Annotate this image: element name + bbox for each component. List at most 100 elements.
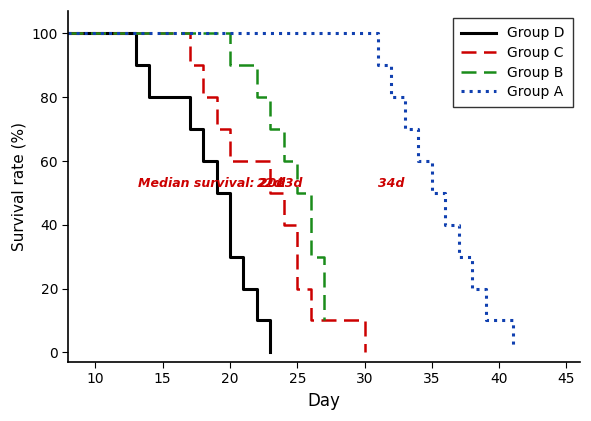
Group D — [65, 31, 72, 36]
Group A — [469, 286, 476, 291]
Group D — [119, 31, 126, 36]
Group C — [280, 190, 287, 195]
Group D — [240, 286, 247, 291]
Group D — [145, 95, 152, 100]
Group A — [375, 31, 382, 36]
Group A — [415, 127, 422, 132]
Group C — [213, 95, 220, 100]
Group C — [226, 158, 233, 163]
Group D — [226, 190, 233, 195]
Group C — [226, 127, 233, 132]
X-axis label: Day: Day — [308, 392, 340, 410]
Group A — [482, 286, 489, 291]
Group C — [294, 286, 301, 291]
Group C — [321, 318, 328, 323]
Group B — [254, 63, 261, 68]
Group C — [321, 318, 328, 323]
Group B — [226, 63, 233, 68]
Group A — [415, 158, 422, 163]
Group A — [388, 63, 395, 68]
Group D — [226, 254, 233, 259]
Group D — [213, 158, 220, 163]
Y-axis label: Survival rate (%): Survival rate (%) — [11, 122, 26, 251]
Group C — [254, 158, 261, 163]
Group A — [509, 346, 516, 352]
Group A — [496, 318, 503, 323]
Group D — [200, 127, 207, 132]
Group C — [213, 127, 220, 132]
Line: Group C: Group C — [69, 33, 365, 352]
Text: 34d: 34d — [378, 176, 404, 189]
Group C — [145, 31, 152, 36]
Group A — [401, 127, 408, 132]
Group A — [482, 318, 489, 323]
Group B — [280, 158, 287, 163]
Group C — [280, 222, 287, 227]
Group B — [267, 95, 274, 100]
Group D — [200, 158, 207, 163]
Group C — [307, 286, 314, 291]
Group D — [240, 254, 247, 259]
Group C — [65, 31, 72, 36]
Group A — [388, 95, 395, 100]
Group C — [159, 31, 166, 36]
Group C — [348, 318, 355, 323]
Group A — [455, 254, 462, 259]
Group C — [348, 318, 355, 323]
Group C — [200, 95, 207, 100]
Group C — [334, 318, 341, 323]
Group B — [294, 190, 301, 195]
Group A — [361, 31, 368, 36]
Group D — [213, 190, 220, 195]
Group B — [240, 63, 247, 68]
Group D — [145, 63, 152, 68]
Group A — [441, 222, 449, 227]
Group C — [186, 63, 193, 68]
Group D — [132, 63, 139, 68]
Group D — [119, 31, 126, 36]
Legend: Group D, Group C, Group B, Group A: Group D, Group C, Group B, Group A — [453, 18, 573, 107]
Group A — [455, 222, 462, 227]
Group B — [321, 254, 328, 259]
Group B — [254, 95, 261, 100]
Group D — [132, 31, 139, 36]
Group A — [441, 190, 449, 195]
Group A — [428, 158, 436, 163]
Group B — [65, 31, 72, 36]
Group D — [186, 127, 193, 132]
Group A — [65, 31, 72, 36]
Group D — [186, 95, 193, 100]
Group C — [145, 31, 152, 36]
Group A — [509, 318, 516, 323]
Group C — [361, 318, 368, 323]
Group B — [307, 254, 314, 259]
Group B — [307, 190, 314, 195]
Group B — [213, 31, 220, 36]
Text: 22d: 22d — [257, 176, 283, 189]
Group A — [469, 254, 476, 259]
Group A — [496, 318, 503, 323]
Group C — [186, 31, 193, 36]
Group A — [428, 190, 436, 195]
Group D — [267, 318, 274, 323]
Text: 23d: 23d — [277, 176, 304, 189]
Group B — [213, 31, 220, 36]
Group C — [267, 190, 274, 195]
Line: Group B: Group B — [69, 33, 324, 320]
Group A — [401, 95, 408, 100]
Group C — [200, 63, 207, 68]
Group B — [321, 318, 328, 323]
Group D — [159, 95, 166, 100]
Group C — [334, 318, 341, 323]
Line: Group A: Group A — [69, 33, 512, 349]
Group B — [267, 127, 274, 132]
Text: Median survival: 20d: Median survival: 20d — [138, 176, 286, 189]
Group A — [361, 31, 368, 36]
Group C — [267, 158, 274, 163]
Group B — [280, 127, 287, 132]
Group C — [254, 158, 261, 163]
Group D — [254, 286, 261, 291]
Group A — [375, 63, 382, 68]
Group C — [159, 31, 166, 36]
Group D — [159, 95, 166, 100]
